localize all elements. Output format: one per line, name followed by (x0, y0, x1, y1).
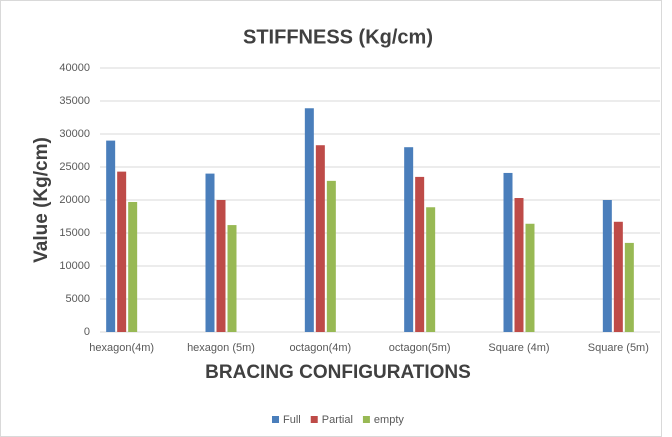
legend-label: Partial (322, 414, 353, 426)
legend-label: empty (374, 414, 404, 426)
bar (415, 176, 425, 332)
bar (106, 140, 116, 332)
bar (624, 242, 634, 332)
bar (216, 200, 226, 332)
y-tick-label: 35000 (59, 95, 90, 107)
chart-title: STIFFNESS (Kg/cm) (243, 26, 433, 48)
bar (128, 201, 138, 332)
bar (514, 198, 524, 332)
bar (315, 145, 325, 332)
bar (525, 223, 535, 332)
x-tick-label: octagon(4m) (289, 342, 351, 354)
x-tick-label: hexagon (5m) (187, 342, 255, 354)
bar (404, 147, 414, 332)
x-tick-label: hexagon(4m) (89, 342, 154, 354)
legend-label: Full (283, 414, 301, 426)
x-tick-label: Square (4m) (488, 342, 549, 354)
bar (602, 200, 612, 332)
legend-swatch (362, 416, 370, 423)
bar (613, 221, 623, 332)
y-tick-label: 15000 (59, 227, 90, 239)
x-axis-title: BRACING CONFIGURATIONS (205, 362, 471, 383)
bar (117, 171, 127, 332)
y-tick-label: 0 (84, 326, 90, 338)
y-tick-label: 40000 (59, 62, 90, 74)
y-tick-label: 5000 (66, 293, 90, 305)
y-axis-title: Value (Kg/cm) (31, 137, 52, 263)
y-tick-label: 25000 (59, 161, 90, 173)
y-tick-label: 10000 (59, 260, 90, 272)
legend-swatch (310, 416, 318, 423)
x-tick-label: octagon(5m) (389, 342, 451, 354)
bar (426, 207, 436, 332)
y-tick-label: 20000 (59, 194, 90, 206)
bar (227, 225, 237, 332)
bar (205, 173, 215, 332)
y-tick-label: 30000 (59, 128, 90, 140)
bar (326, 180, 336, 332)
x-tick-label: Square (5m) (588, 342, 649, 354)
bar (304, 108, 314, 332)
bar (503, 172, 513, 332)
legend-swatch (272, 416, 279, 423)
